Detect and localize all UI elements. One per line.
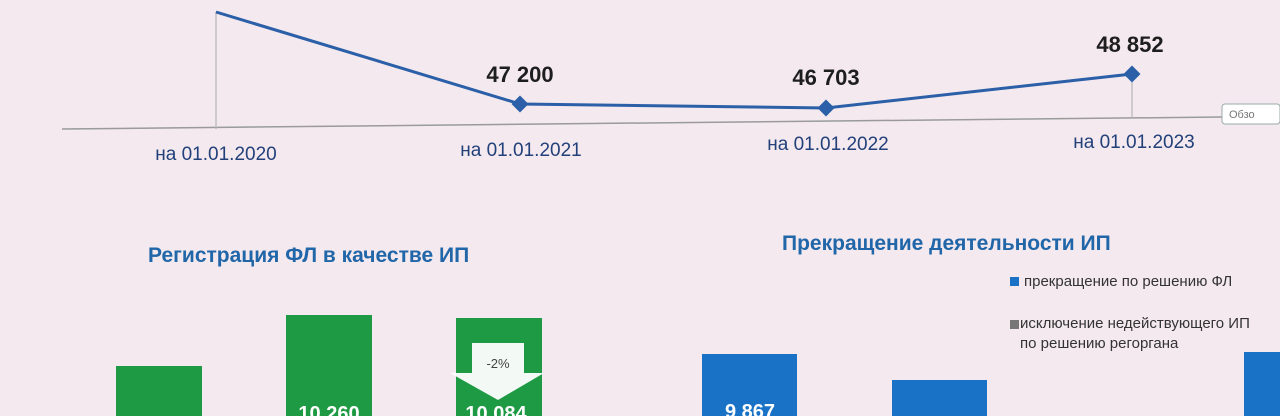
x-tick-label-0: на 01.01.2020 [155,144,276,165]
legend-swatch-1 [1010,320,1019,329]
series-marker-3 [1123,65,1141,83]
bar-label-registration-1: 10 260 [298,403,359,416]
data-label-3: 48 852 [1096,32,1163,57]
series-line [215,10,1133,110]
decrease-annotation: -2% [486,356,510,371]
x-tick-label-3: на 01.01.2023 [1073,132,1194,153]
bar-termination-0 [702,354,797,416]
registration-chart: Регистрация ФЛ в качестве ИП 10 260 10 0… [116,244,544,416]
legend-label-1: исключение недействующего ИП по решению … [1020,315,1250,352]
legend-label-0: прекращение по решению ФЛ [1024,273,1232,290]
line-chart: 47 200 46 703 48 852 на 01.01.2020 на 01… [61,10,1280,165]
bar-label-registration-2: 10 084 [465,403,527,416]
bar-termination-1 [892,380,987,416]
data-label-1: 47 200 [486,62,553,87]
data-label-2: 46 703 [792,65,859,90]
legend-swatch-0 [1010,277,1019,286]
bar-termination-2 [1244,352,1280,416]
termination-chart: Прекращение деятельности ИП прекращение … [702,232,1280,416]
overview-button-label: Обзо [1229,109,1255,121]
bar-registration-1 [286,315,372,416]
termination-chart-title: Прекращение деятельности ИП [782,232,1111,255]
x-axis-line [61,116,1223,130]
series-marker-2 [817,99,835,117]
series-marker-1 [511,95,529,113]
bar-label-termination-0: 9 867 [725,401,775,416]
bar-registration-0 [116,366,202,416]
x-tick-label-2: на 01.01.2022 [767,134,888,155]
registration-chart-title: Регистрация ФЛ в качестве ИП [148,244,469,267]
decrease-arrow: -2% [450,343,544,400]
overview-button[interactable]: Обзо [1221,103,1280,125]
x-tick-label-1: на 01.01.2021 [460,140,581,161]
